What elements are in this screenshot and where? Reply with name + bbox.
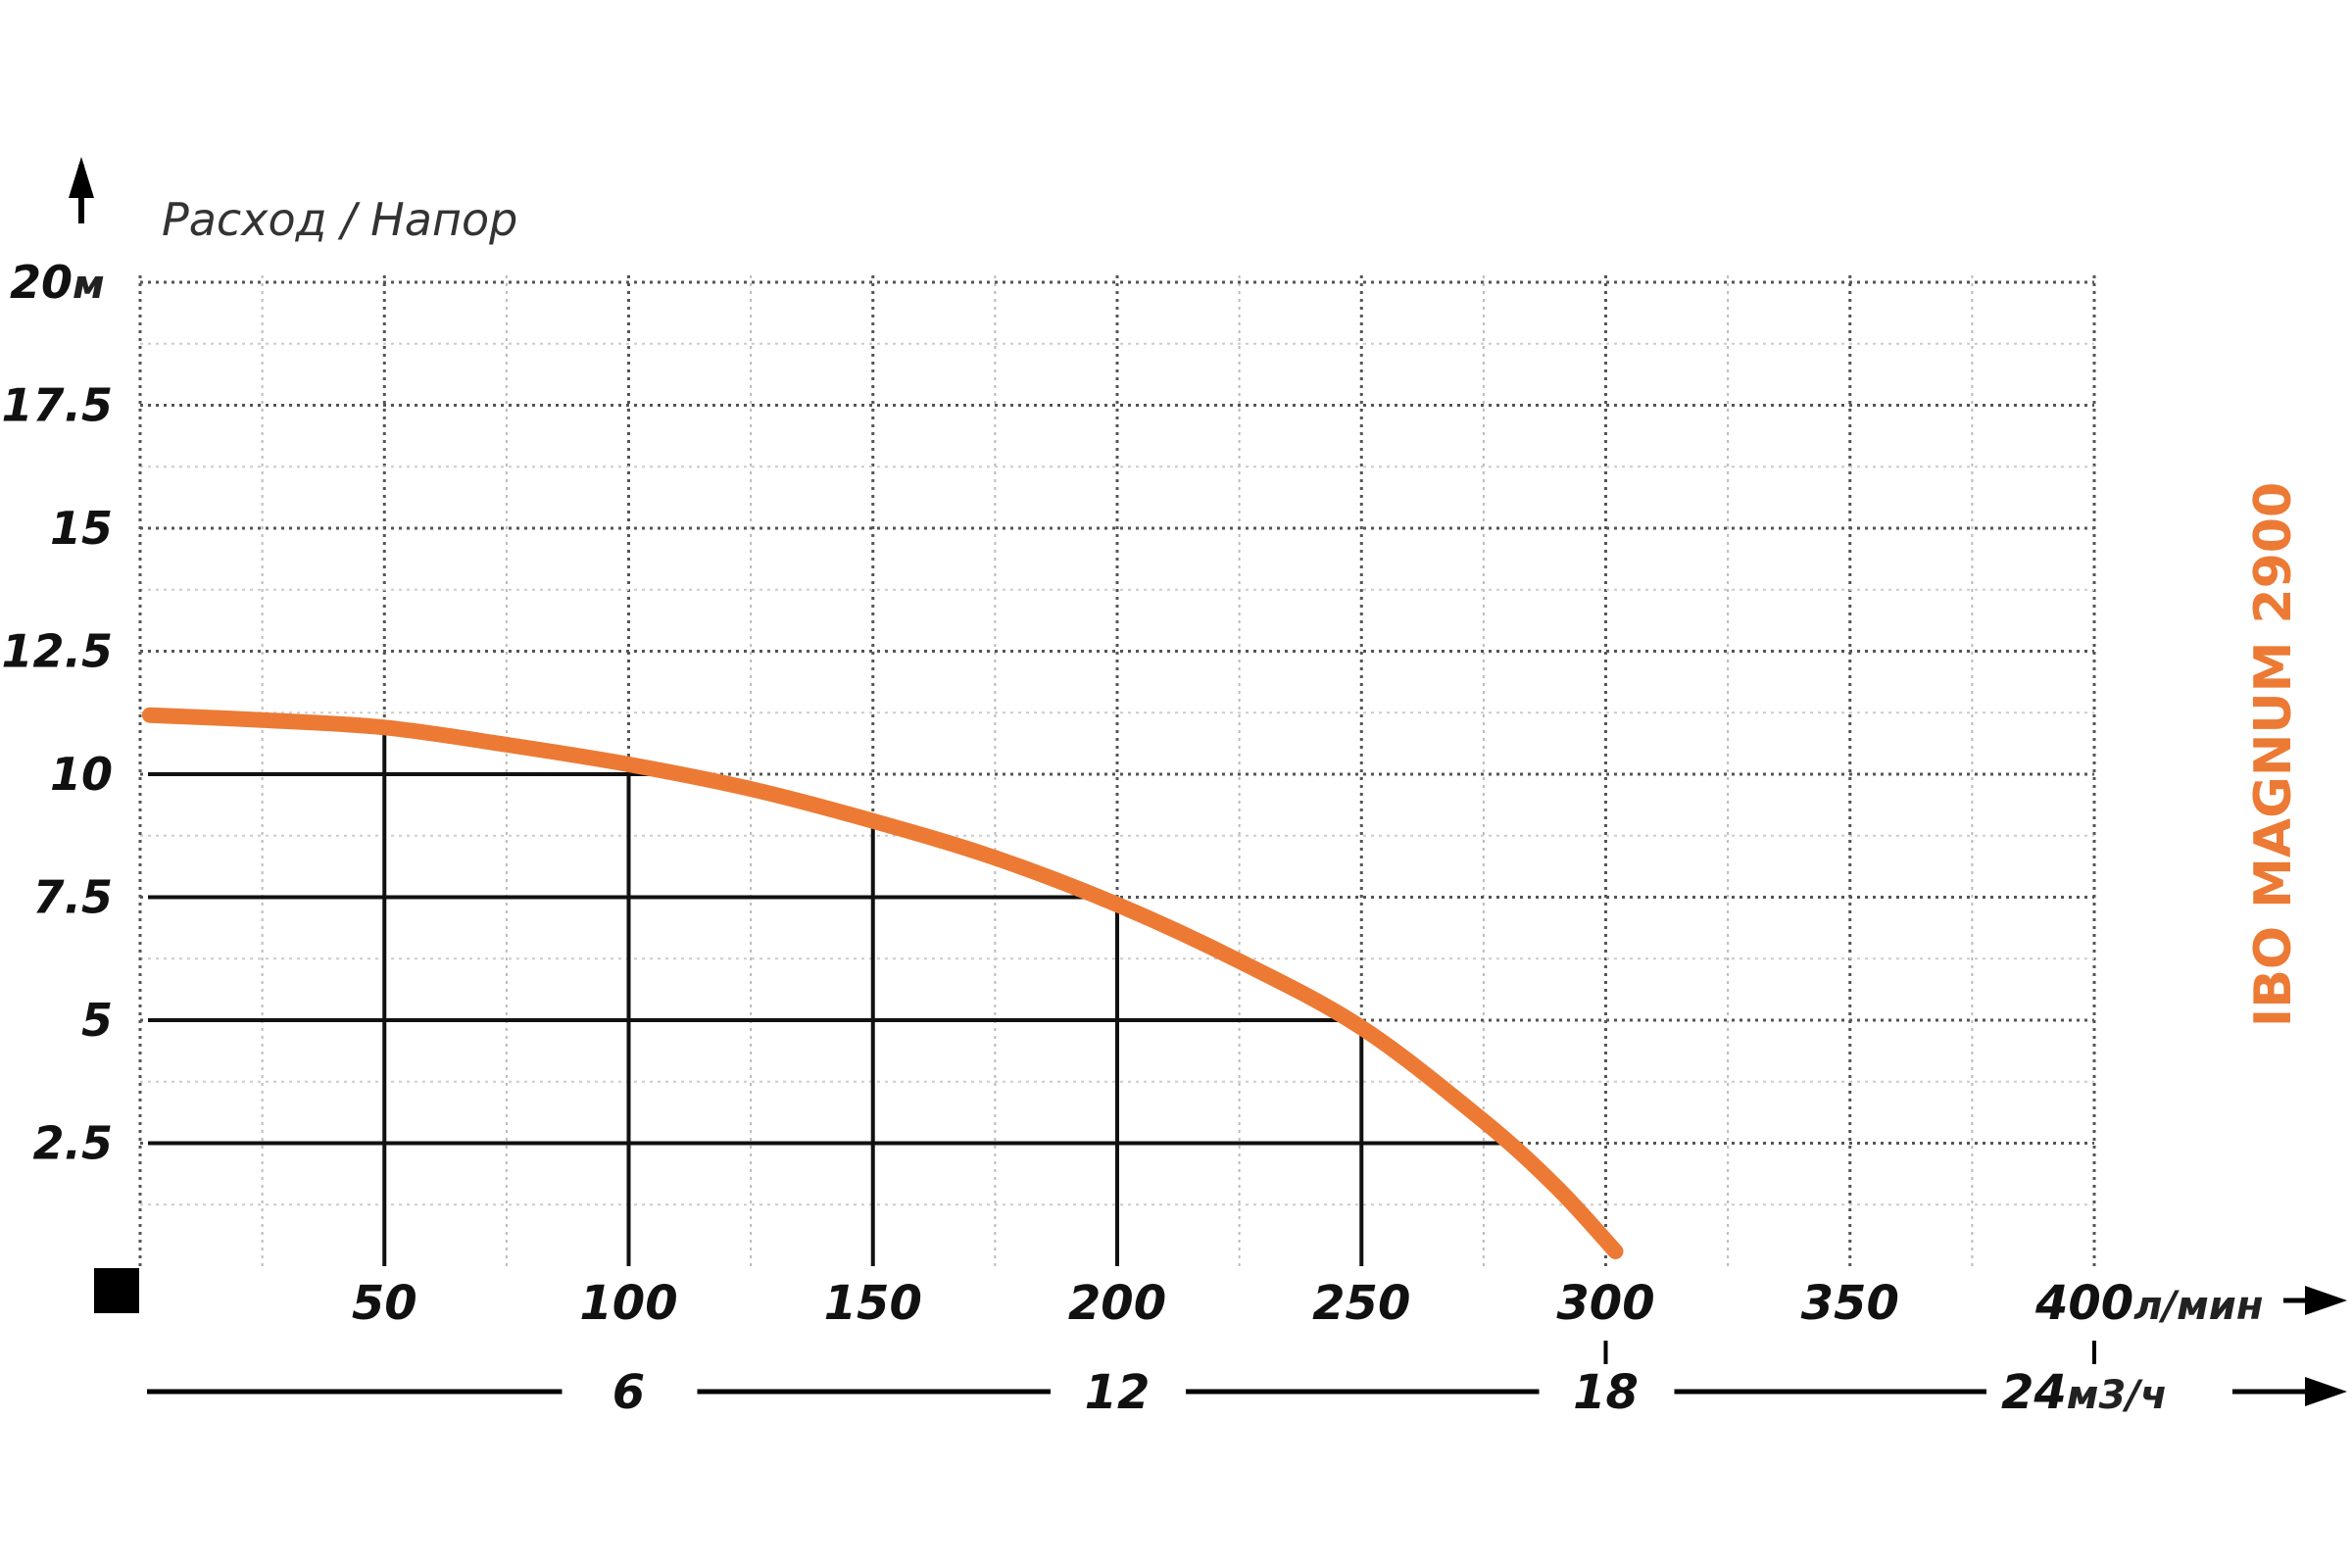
- x2-tick-label: 6: [612, 1365, 645, 1420]
- x2-tick-label: 24м3/ч: [2001, 1365, 2167, 1420]
- y-tick-label: 17.5: [2, 379, 114, 432]
- x-tick-label: 200: [1068, 1276, 1166, 1331]
- y-tick-label: 15: [50, 502, 113, 555]
- y-tick-label: 10: [50, 748, 113, 801]
- origin-marker: [94, 1268, 139, 1313]
- operating-lines: [148, 727, 1508, 1266]
- x2-axis-arrow-head: [2305, 1377, 2347, 1406]
- x2-tick-label: 12: [1085, 1365, 1151, 1420]
- y-axis-title: Расход / Напор: [162, 193, 517, 246]
- x-tick-label: 400л/мин: [2034, 1276, 2263, 1331]
- y-tick-label: 5: [81, 994, 113, 1047]
- tick-labels: 20м 17.5 15 12.5 10 7.5 5 2.5 50 100 150 200 250 300 3…: [2, 256, 2264, 1420]
- x-tick-label: 150: [824, 1276, 922, 1331]
- y-tick-label: 7.5: [33, 871, 114, 924]
- y-axis-arrow-head: [69, 157, 94, 198]
- y-unit-label: м: [73, 263, 105, 308]
- x-axis-arrow-head: [2305, 1286, 2347, 1315]
- x-tick-label: 250: [1312, 1276, 1410, 1331]
- x-tick-label: 300: [1556, 1276, 1654, 1331]
- y-tick-label: 2.5: [33, 1117, 114, 1170]
- x-tick-label: 100: [579, 1276, 677, 1331]
- y-tick-label: 12.5: [2, 625, 114, 678]
- model-label: IBO MAGNUM 2900: [2244, 482, 2303, 1027]
- axes: [69, 157, 2347, 1406]
- x-unit-label: л/мин: [2133, 1284, 2263, 1329]
- x-tick-label: 50: [352, 1276, 417, 1331]
- x2-tick-label: 18: [1573, 1365, 1639, 1420]
- series-line: [141, 707, 1624, 1259]
- x2-unit-label: м3/ч: [2067, 1373, 2168, 1418]
- y-tick-label: 20м: [10, 256, 105, 309]
- x-tick-label: 350: [1801, 1276, 1899, 1331]
- series-curve: [141, 707, 1624, 1259]
